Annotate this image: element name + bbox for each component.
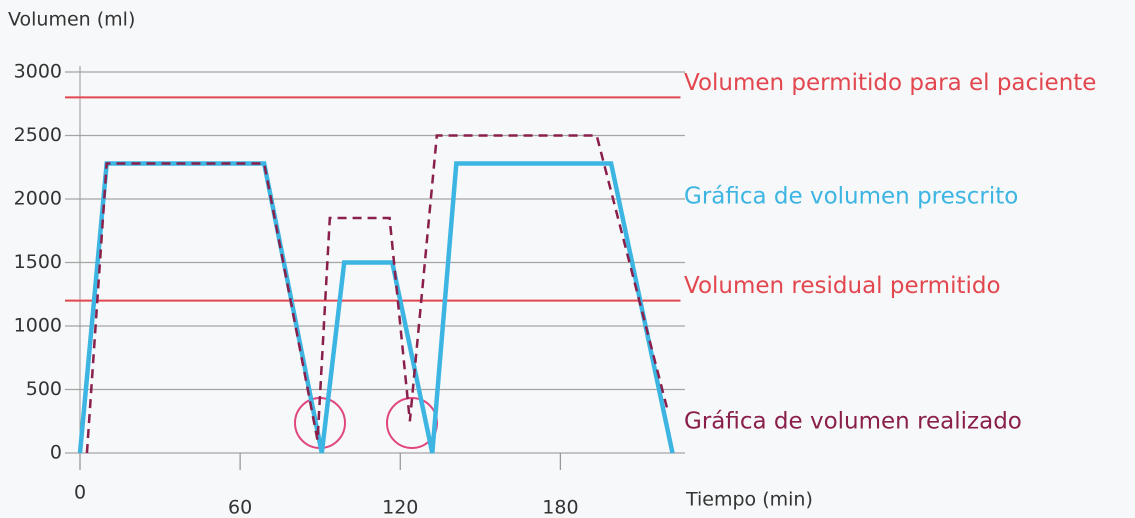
x-axis-label: Tiempo (min) (685, 489, 813, 511)
y-tick-label: 500 (26, 378, 62, 400)
y-tick-label: 1000 (14, 315, 62, 337)
y-axis-label: Volumen (ml) (8, 9, 135, 31)
y-tick-label: 1500 (14, 251, 62, 273)
x-tick-label: 0 (74, 482, 86, 504)
y-tick-label: 3000 (14, 61, 62, 83)
x-tick-label: 120 (382, 497, 418, 518)
reference-label: Volumen residual permitido (684, 273, 1001, 299)
series-line (85, 134, 669, 454)
legend-label: Gráfica de volumen prescrito (684, 184, 1018, 210)
y-tick-label: 0 (50, 442, 62, 464)
x-tick-label: 60 (228, 497, 252, 518)
x-tick-label: 180 (542, 497, 578, 518)
legend-label: Gráfica de volumen realizado (684, 409, 1022, 435)
reference-label: Volumen permitido para el paciente (684, 70, 1096, 96)
y-tick-label: 2500 (14, 124, 62, 146)
series-line (77, 161, 675, 454)
y-tick-label: 2000 (14, 188, 62, 210)
